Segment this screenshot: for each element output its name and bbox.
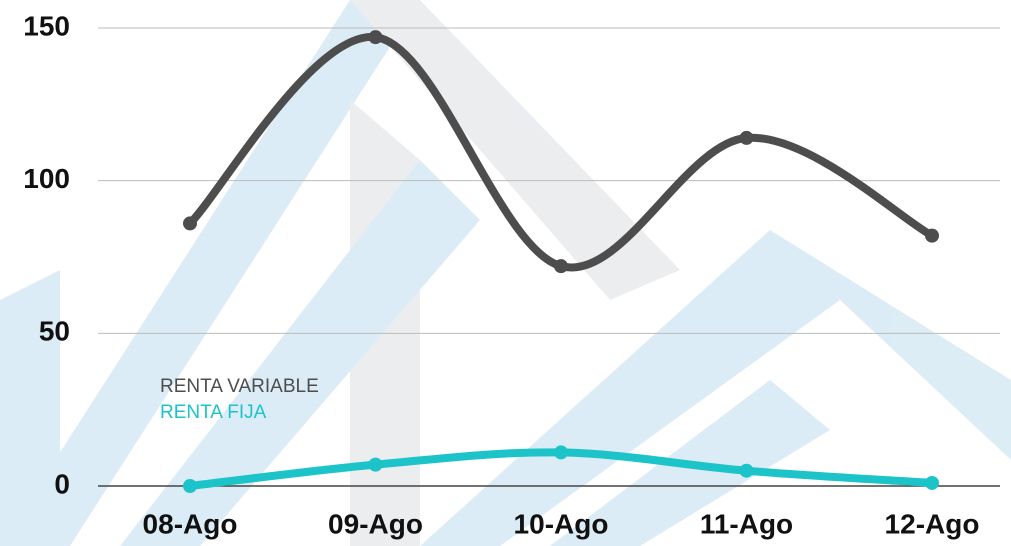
point	[183, 479, 197, 493]
y-tick-label: 0	[54, 468, 70, 499]
point	[183, 216, 197, 231]
point	[925, 475, 939, 490]
x-tick-label: 09-Ago	[328, 508, 423, 539]
point	[739, 130, 754, 145]
point	[739, 463, 754, 478]
legend-entry: RENTA VARIABLE	[160, 376, 319, 397]
point	[925, 228, 939, 243]
y-tick-label: 50	[39, 316, 70, 347]
y-tick-label: 100	[23, 163, 70, 194]
x-tick-label: 12-Ago	[885, 508, 980, 539]
y-tick-label: 150	[23, 10, 70, 41]
point	[368, 30, 383, 45]
point	[554, 259, 568, 274]
plot: 0 50 100 150 08-Ago 09-Ago 10-Ago 11-Ago 12-Ago R…	[23, 10, 1000, 539]
x-tick-label: 10-Ago	[514, 508, 609, 539]
x-tick-label: 11-Ago	[700, 508, 793, 539]
series-line	[186, 33, 936, 272]
point	[554, 445, 568, 460]
x-tick-label: 08-Ago	[143, 508, 238, 539]
point	[368, 457, 383, 472]
legend-entry: RENTA FIJA	[160, 402, 267, 423]
